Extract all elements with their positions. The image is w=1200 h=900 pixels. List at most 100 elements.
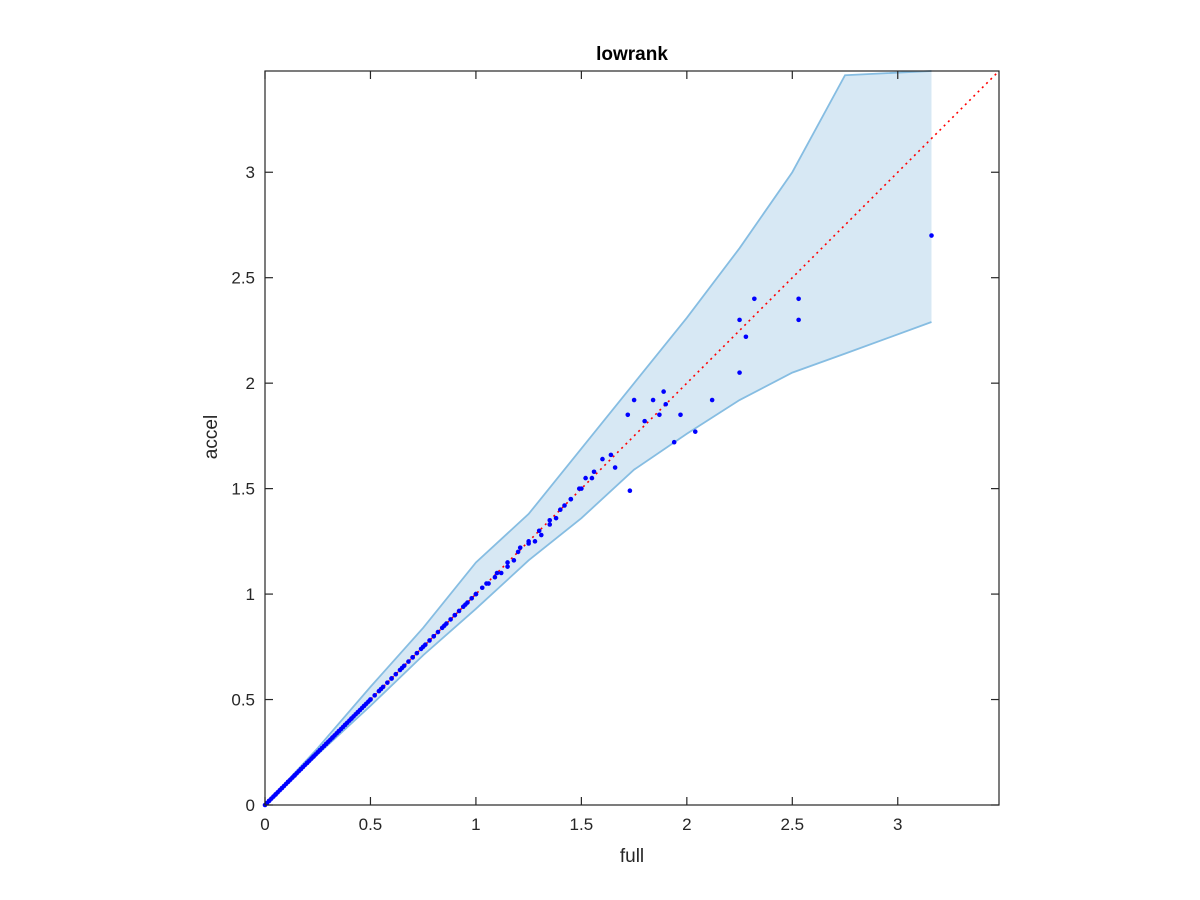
data-point — [547, 517, 553, 523]
data-point — [737, 370, 742, 375]
data-point — [298, 766, 304, 772]
data-point — [526, 539, 531, 544]
data-point — [743, 334, 749, 340]
data-point — [505, 564, 510, 569]
data-point — [600, 456, 605, 462]
axes-box — [264, 70, 1000, 806]
data-point — [469, 595, 475, 601]
data-point — [557, 507, 563, 513]
x-tick-label: 0.5 — [359, 815, 383, 834]
y-tick-label: 0 — [246, 796, 255, 815]
identity-line — [264, 70, 1000, 806]
ticks: 0 0.5 1 1.5 2 2.5 3 0 0.5 1 1.5 2 2.5 3 — [231, 71, 999, 834]
data-point — [479, 585, 485, 591]
data-point — [505, 560, 510, 565]
data-point — [568, 496, 574, 502]
data-point — [342, 722, 348, 728]
y-tick-label: 1 — [246, 585, 255, 604]
data-point — [368, 697, 373, 702]
data-point — [285, 779, 291, 785]
y-axis-label: accel — [201, 415, 222, 459]
reference-line — [264, 70, 1000, 806]
data-point — [473, 591, 479, 597]
data-point — [661, 389, 666, 394]
data-point — [330, 735, 335, 740]
data-point — [511, 558, 517, 563]
x-tick-label: 2.5 — [780, 815, 804, 834]
data-point — [663, 401, 669, 407]
data-point — [349, 716, 354, 721]
data-point — [536, 528, 542, 534]
data-point — [553, 515, 559, 521]
data-point — [625, 412, 631, 418]
y-tick-label: 0.5 — [231, 691, 255, 710]
y-tick-label: 2 — [246, 374, 255, 393]
data-point — [317, 747, 323, 753]
data-point — [448, 617, 453, 622]
data-point — [266, 798, 272, 804]
data-point — [385, 680, 390, 685]
data-point — [494, 570, 500, 576]
data-point — [336, 728, 342, 734]
data-point — [591, 469, 597, 475]
data-point — [627, 488, 633, 494]
data-point — [414, 650, 420, 656]
data-point — [463, 602, 468, 607]
y-tick-label: 1.5 — [231, 480, 255, 499]
data-point — [304, 760, 310, 766]
data-point — [292, 773, 297, 778]
data-point — [752, 296, 757, 302]
data-point — [427, 638, 432, 643]
data-point — [492, 574, 498, 580]
chart-title: lowrank — [596, 44, 668, 65]
y-tick-label: 3 — [246, 163, 255, 182]
data-point — [435, 629, 441, 635]
data-point — [579, 486, 584, 491]
data-point — [796, 296, 801, 302]
data-point — [393, 671, 399, 677]
data-point — [361, 703, 367, 709]
data-point — [709, 397, 715, 403]
data-point — [657, 412, 662, 418]
data-point — [517, 545, 523, 550]
data-point — [692, 429, 698, 434]
data-point — [378, 686, 384, 692]
data-point — [452, 612, 458, 618]
data-point — [389, 676, 394, 681]
data-point — [562, 503, 567, 508]
data-point — [671, 439, 677, 445]
band-lower-edge — [264, 321, 932, 806]
data-point — [678, 412, 683, 418]
x-tick-label: 1.5 — [570, 815, 594, 834]
data-point — [279, 785, 285, 791]
data-point — [420, 644, 426, 650]
data-point — [583, 475, 588, 481]
data-point — [642, 418, 647, 424]
data-point — [441, 623, 447, 629]
data-point — [498, 570, 504, 576]
data-point — [273, 792, 278, 797]
data-point — [515, 549, 521, 555]
data-point — [323, 741, 329, 747]
data-point — [608, 452, 614, 458]
band-fill — [265, 71, 932, 805]
data-point — [631, 397, 637, 403]
y-tick-label: 2.5 — [231, 269, 255, 288]
x-tick-label: 3 — [893, 815, 902, 834]
data-point — [456, 608, 462, 614]
data-point — [399, 665, 405, 671]
confidence-band — [264, 70, 932, 806]
data-point — [796, 317, 801, 323]
scatter-points — [262, 233, 934, 808]
data-point — [484, 581, 489, 586]
data-point — [406, 659, 411, 664]
data-point — [539, 532, 544, 538]
data-point — [612, 465, 618, 470]
data-point — [431, 633, 437, 639]
data-point — [589, 475, 595, 481]
data-point — [372, 693, 377, 698]
data-point — [311, 754, 316, 759]
data-point — [355, 709, 361, 715]
x-axis-label: full — [620, 846, 644, 867]
